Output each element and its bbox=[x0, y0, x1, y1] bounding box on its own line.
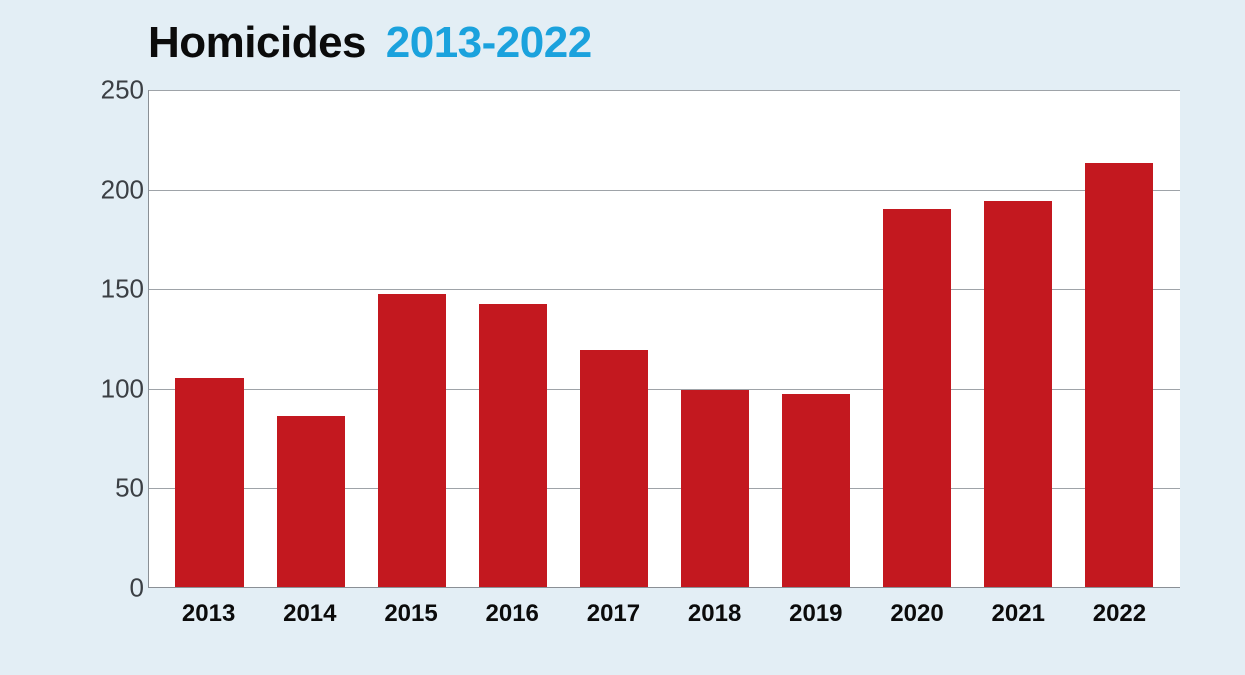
x-tick-label: 2018 bbox=[664, 600, 765, 628]
chart-area: 2013201420152016201720182019202020212022… bbox=[88, 90, 1180, 645]
chart-title-sub: 2013-2022 bbox=[386, 18, 592, 67]
bar-slot bbox=[664, 90, 765, 587]
x-tick-label: 2016 bbox=[462, 600, 563, 628]
bar bbox=[479, 304, 547, 587]
y-tick-label: 100 bbox=[88, 373, 144, 404]
bars-container bbox=[149, 90, 1180, 587]
x-tick-label: 2022 bbox=[1069, 600, 1170, 628]
bar-slot bbox=[462, 90, 563, 587]
bar bbox=[984, 201, 1052, 587]
bar-slot bbox=[867, 90, 968, 587]
bar bbox=[277, 416, 345, 587]
x-tick-label: 2015 bbox=[360, 600, 461, 628]
bar bbox=[883, 209, 951, 587]
bar bbox=[175, 378, 243, 587]
bar-slot bbox=[361, 90, 462, 587]
bar-slot bbox=[968, 90, 1069, 587]
bar bbox=[1085, 163, 1153, 587]
chart-title-main: Homicides bbox=[148, 18, 366, 67]
y-tick-label: 200 bbox=[88, 174, 144, 205]
bar bbox=[681, 390, 749, 587]
page-root: Homicides 2013-2022 20132014201520162017… bbox=[0, 0, 1245, 675]
bar-slot bbox=[260, 90, 361, 587]
x-tick-label: 2017 bbox=[563, 600, 664, 628]
plot-area bbox=[148, 90, 1180, 588]
bar-slot bbox=[766, 90, 867, 587]
bar-slot bbox=[159, 90, 260, 587]
x-tick-label: 2019 bbox=[765, 600, 866, 628]
bar bbox=[782, 394, 850, 587]
x-tick-label: 2021 bbox=[968, 600, 1069, 628]
x-tick-label: 2020 bbox=[866, 600, 967, 628]
y-tick-label: 0 bbox=[88, 573, 144, 604]
x-axis-labels: 2013201420152016201720182019202020212022 bbox=[148, 600, 1180, 628]
y-tick-label: 50 bbox=[88, 473, 144, 504]
bar-slot bbox=[563, 90, 664, 587]
x-tick-label: 2013 bbox=[158, 600, 259, 628]
bar bbox=[378, 294, 446, 587]
chart-title: Homicides 2013-2022 bbox=[148, 18, 592, 68]
bar bbox=[580, 350, 648, 587]
y-tick-label: 250 bbox=[88, 75, 144, 106]
bar-slot bbox=[1069, 90, 1170, 587]
y-tick-label: 150 bbox=[88, 274, 144, 305]
x-tick-label: 2014 bbox=[259, 600, 360, 628]
